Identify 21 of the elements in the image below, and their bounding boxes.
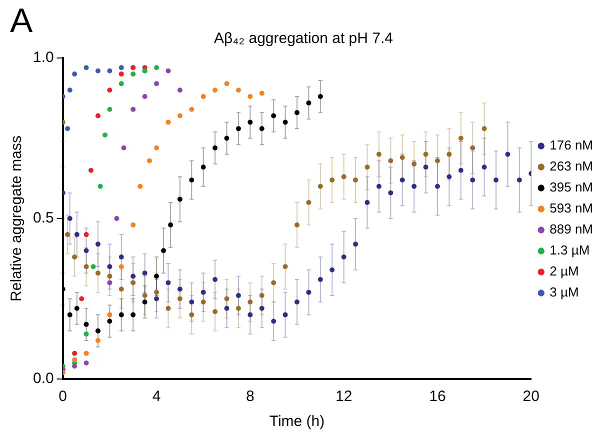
y-tick-label: 1.0 (32, 49, 54, 66)
x-axis-title: Time (h) (269, 413, 325, 430)
legend-label: 3 µM (550, 284, 579, 300)
y-tick-label: 0.5 (32, 210, 54, 227)
x-tick-label: 12 (335, 388, 352, 406)
text: A (10, 2, 33, 41)
legend-label: 2 µM (550, 264, 579, 279)
x-tick-label: 8 (246, 388, 254, 406)
x-tick-label: 0 (58, 388, 68, 406)
y-axis-title: Relative aggregate mass (8, 136, 26, 302)
x-tick-label: 16 (429, 388, 446, 406)
legend-label: 889 nM (550, 222, 594, 237)
legend-label: 1.3 µM (550, 242, 590, 258)
y-tick-label: 0.0 (32, 370, 54, 388)
x-tick-label: 4 (152, 388, 161, 406)
chart-title: Aβ₄₂ aggregation at pH 7.4 (214, 30, 394, 48)
x-tick-label: 20 (522, 388, 540, 406)
legend-label: 593 nM (550, 200, 594, 216)
legend-label: 263 nM (550, 158, 594, 174)
legend-label: 176 nM (550, 138, 594, 153)
legend-label: 395 nM (550, 180, 594, 195)
